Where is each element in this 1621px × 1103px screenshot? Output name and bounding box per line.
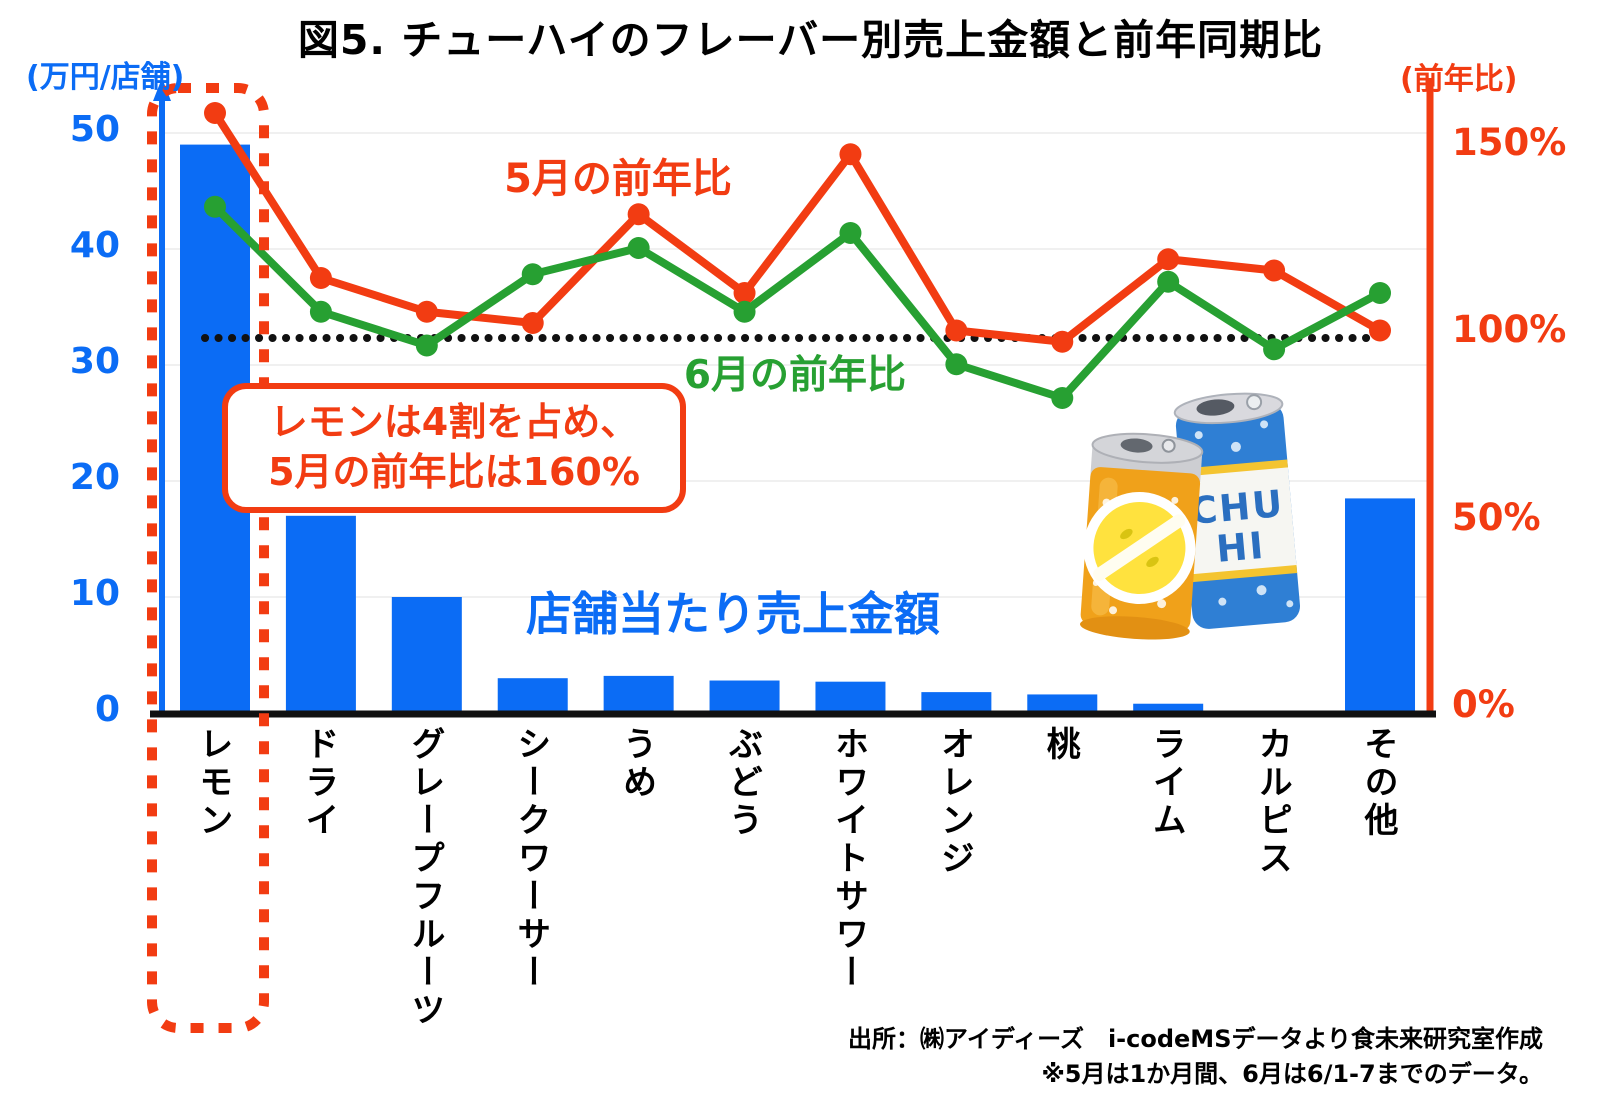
right-tick-0: 0% <box>1452 683 1515 726</box>
point-june-1 <box>309 300 332 323</box>
category-label-グレープフルーツ: グレープフルーツ <box>404 726 445 1030</box>
point-may-4 <box>627 203 650 226</box>
bar-グレープフルーツ <box>391 597 462 713</box>
point-june-6 <box>839 222 862 244</box>
line-june <box>211 202 1385 402</box>
point-may-2 <box>415 300 438 323</box>
point-may-8 <box>1051 330 1074 353</box>
point-may-9 <box>1157 248 1180 271</box>
bar-うめ <box>603 675 674 713</box>
left-tick-20: 20 <box>69 457 120 498</box>
bar-桃 <box>1027 694 1098 713</box>
category-label-うめ: うめ <box>616 726 657 802</box>
category-label-ホワイトサワー: ホワイトサワー <box>828 726 869 992</box>
point-june-10 <box>1263 338 1286 361</box>
bar-その他 <box>1345 498 1416 713</box>
lemon-callout-line2: 5月の前年比は160% <box>268 450 640 495</box>
bar-シークワーサー <box>497 678 568 713</box>
right-axis-unit: (前年比) <box>1400 62 1518 97</box>
category-label-カルピス: カルピス <box>1252 726 1293 878</box>
blue-can-label <box>1180 467 1297 575</box>
category-label-桃: 桃 <box>1040 726 1081 764</box>
point-june-9 <box>1157 270 1180 293</box>
point-june-3 <box>521 263 544 286</box>
category-label-ドライ: ドライ <box>298 726 339 840</box>
point-may-3 <box>521 312 544 334</box>
right-tick-100: 100% <box>1452 308 1567 351</box>
left-tick-40: 40 <box>69 225 120 266</box>
point-june-2 <box>415 334 438 357</box>
point-may-0 <box>204 102 226 124</box>
category-label-シークワーサー: シークワーサー <box>510 726 551 992</box>
point-june-8 <box>1051 387 1074 409</box>
category-label-ライム: ライム <box>1146 726 1187 840</box>
point-june-0 <box>204 195 226 218</box>
source-line2: ※5月は1か月間、6月は6/1-7までのデータ。 <box>1041 1059 1543 1088</box>
source-line1: 出所：㈱アイディーズ i-codeMSデータより食未来研究室作成 <box>848 1025 1543 1053</box>
left-axis-unit: (万円/店舗) <box>26 60 185 95</box>
category-label-オレンジ: オレンジ <box>934 726 975 878</box>
may-series-label: 5月の前年比 <box>504 156 732 202</box>
chart-title: 図5. チューハイのフレーバー別売上金額と前年同期比 <box>297 16 1324 64</box>
point-may-7 <box>945 319 968 342</box>
axes-group <box>150 78 1436 718</box>
can-text-chu: CHU <box>1188 482 1286 533</box>
category-label-その他: その他 <box>1358 726 1398 840</box>
lemon-callout-line1: レモンは4割を占め、 <box>269 400 639 444</box>
bar-オレンジ <box>921 692 992 713</box>
lemon-callout: レモンは4割を占め、 5月の前年比は160% <box>222 383 686 514</box>
point-june-5 <box>733 300 756 323</box>
june-series-label: 6月の前年比 <box>683 353 907 398</box>
right-tick-150: 150% <box>1452 120 1567 164</box>
point-may-5 <box>733 282 756 304</box>
left-tick-10: 10 <box>69 573 120 614</box>
chuhai-cans-illustration: CHU HI <box>1079 392 1301 640</box>
category-label-レモン: レモン <box>193 726 233 840</box>
point-june-7 <box>945 353 968 376</box>
point-may-1 <box>309 267 332 289</box>
bar-ドライ <box>285 515 356 713</box>
left-tick-0: 0 <box>94 689 120 730</box>
bar-ホワイトサワー <box>815 681 886 713</box>
highlight-dashed-box <box>147 83 269 1033</box>
line-series-group <box>204 102 1392 409</box>
left-tick-50: 50 <box>69 109 120 150</box>
category-label-ぶどう: ぶどう <box>722 726 763 840</box>
point-may-10 <box>1263 259 1286 282</box>
point-may-11 <box>1369 319 1392 342</box>
line-may <box>211 109 1385 346</box>
bar-ぶどう <box>709 680 780 713</box>
left-tick-30: 30 <box>69 341 120 382</box>
bars-series <box>180 144 1416 714</box>
source-note: 出所：㈱アイディーズ i-codeMSデータより食未来研究室作成 ※5月は1か月… <box>848 1022 1543 1092</box>
can-text-hi: HI <box>1215 524 1267 571</box>
right-tick-50: 50% <box>1452 495 1541 539</box>
point-june-4 <box>627 237 650 259</box>
bar-series-label: 店舗当たり売上金額 <box>526 587 940 641</box>
point-may-6 <box>839 143 862 166</box>
point-june-11 <box>1369 282 1392 304</box>
highlight-group <box>147 83 269 1033</box>
bar-ライム <box>1133 703 1204 713</box>
